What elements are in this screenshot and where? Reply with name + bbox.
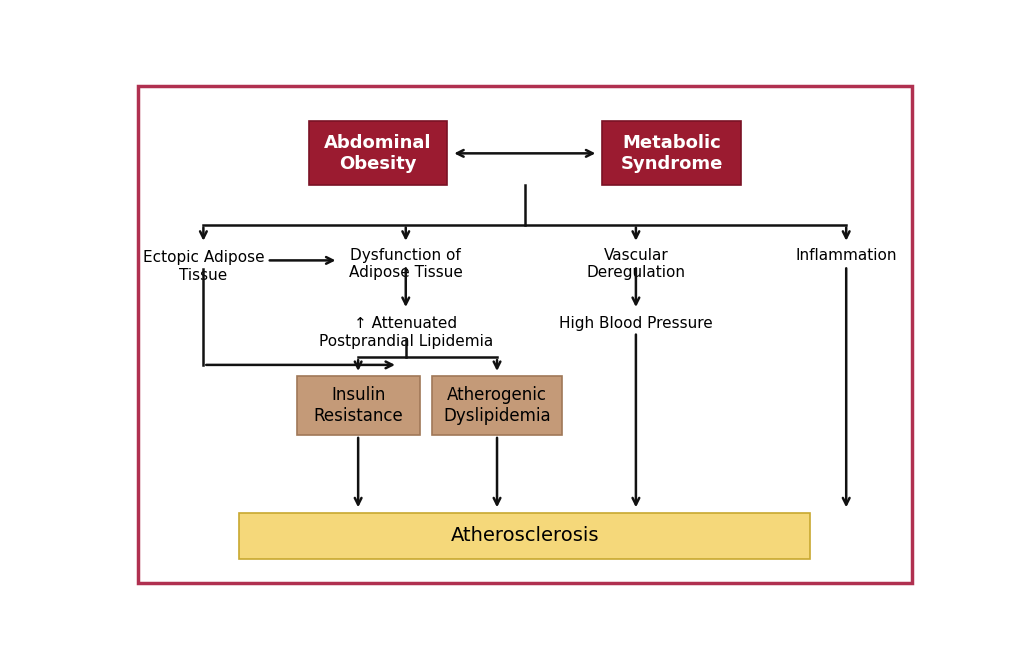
Text: Insulin
Resistance: Insulin Resistance xyxy=(313,386,403,425)
Bar xyxy=(431,377,562,435)
Text: Vascular
Deregulation: Vascular Deregulation xyxy=(587,248,685,280)
Text: Atherogenic
Dyslipidemia: Atherogenic Dyslipidemia xyxy=(443,386,551,425)
Bar xyxy=(240,512,811,559)
Bar xyxy=(602,122,741,185)
Bar xyxy=(297,377,420,435)
Text: Abdominal
Obesity: Abdominal Obesity xyxy=(325,134,432,173)
Text: Dysfunction of
Adipose Tissue: Dysfunction of Adipose Tissue xyxy=(349,248,463,280)
Text: Ectopic Adipose
Tissue: Ectopic Adipose Tissue xyxy=(142,250,264,283)
Text: Atherosclerosis: Atherosclerosis xyxy=(451,526,599,545)
Text: Inflammation: Inflammation xyxy=(796,248,897,263)
Text: ↑ Attenuated
Postprandial Lipidemia: ↑ Attenuated Postprandial Lipidemia xyxy=(318,316,493,349)
Text: Metabolic
Syndrome: Metabolic Syndrome xyxy=(621,134,723,173)
Bar xyxy=(308,122,447,185)
Text: High Blood Pressure: High Blood Pressure xyxy=(559,316,713,332)
